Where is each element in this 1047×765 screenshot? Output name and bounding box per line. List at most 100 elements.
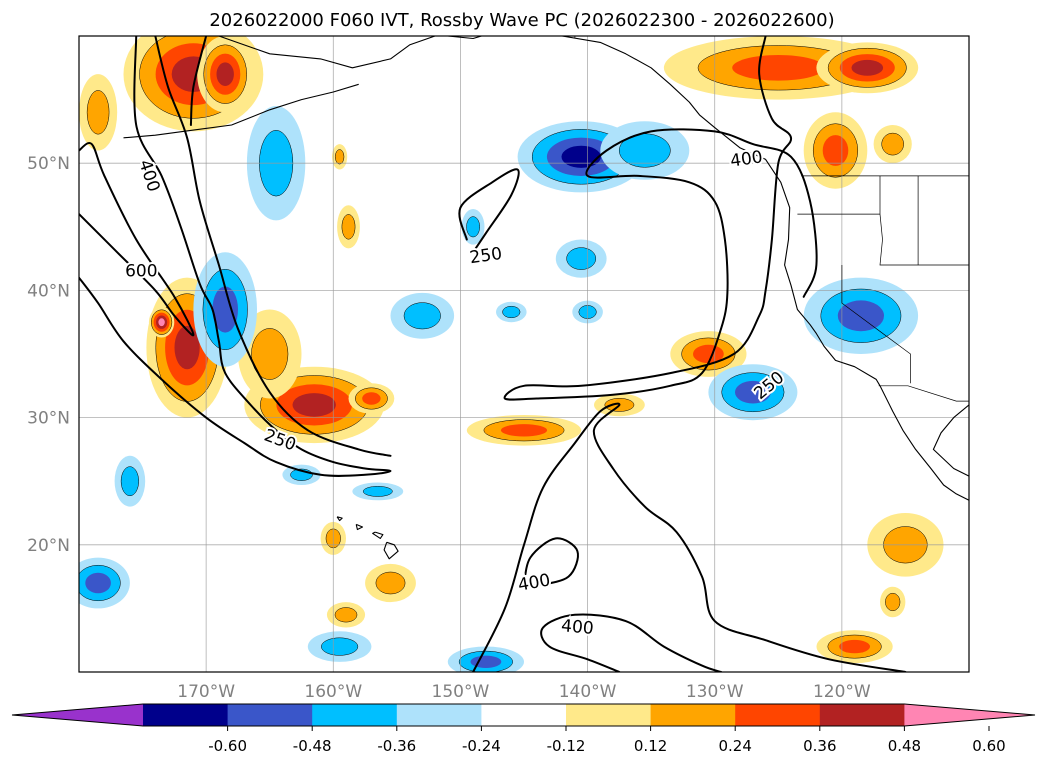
negative-anomaly-region (496, 301, 527, 323)
anomaly-level-4 (174, 325, 200, 370)
anomaly-level-3 (362, 392, 381, 405)
negative-anomaly-region (461, 209, 485, 245)
ivt-contour-line (503, 36, 818, 401)
coastline (372, 531, 384, 539)
negative-anomaly-region (352, 482, 404, 501)
colorbar-segment (735, 704, 821, 726)
colorbar-segment (566, 704, 652, 726)
colorbar-segment (312, 704, 398, 726)
ivt-contour-label: 400 (560, 616, 594, 639)
positive-anomaly-region (148, 306, 175, 338)
colorbar-tick-label: -0.60 (208, 737, 247, 755)
negative-anomaly-region (307, 631, 372, 662)
anomaly-level-2 (334, 149, 345, 165)
positive-anomaly-region (880, 586, 906, 618)
colorbar-segment (481, 704, 567, 726)
colorbar: -0.60 -0.48 -0.36 -0.24 -0.12 0.12 0.24 0.36 0.4… (11, 703, 1036, 755)
longitude-label: 140°W (559, 682, 617, 702)
anomaly-level-3 (85, 572, 111, 594)
latitude-label: 40°N (27, 281, 70, 301)
anomaly-level-2 (375, 571, 406, 595)
negative-anomaly-region (79, 557, 130, 609)
anomaly-level-2 (466, 216, 480, 238)
positive-anomaly-region (332, 144, 348, 170)
positive-anomaly-region (197, 36, 254, 113)
longitude-label: 130°W (686, 682, 744, 702)
latitude-label: 50°N (27, 154, 70, 174)
graticule (79, 36, 969, 672)
ivt-contour-line (79, 36, 392, 477)
ivt-anomaly-shading (79, 36, 944, 672)
negative-anomaly-region (708, 364, 798, 421)
anomaly-level-2 (502, 305, 521, 319)
ivt-contour-line (472, 402, 907, 672)
figure-title: 2026022000 F060 IVT, Rossby Wave PC (202… (209, 10, 834, 31)
coastline (355, 523, 364, 531)
anomaly-level-2 (566, 247, 597, 270)
anomaly-level-2 (251, 328, 289, 380)
anomaly-level-2 (321, 637, 359, 656)
colorbar-tick-label: -0.36 (377, 737, 416, 755)
anomaly-level-3 (735, 380, 771, 404)
colorbar-outline (11, 703, 1036, 727)
longitude-label: 160°W (304, 682, 362, 702)
positive-anomaly-region (873, 125, 912, 164)
anomaly-level-4 (292, 393, 336, 417)
coastline (383, 541, 399, 560)
anomaly-level-4 (216, 62, 234, 86)
latitude-label: 20°N (27, 536, 70, 556)
colorbar-segment (143, 704, 229, 726)
ivt-contour-line (79, 142, 195, 337)
ivt-contour-line (523, 537, 579, 588)
positive-anomaly-region (337, 205, 360, 249)
colorbar-extend-max (904, 704, 1035, 726)
colorbar-tick-label: -0.48 (293, 737, 332, 755)
coastline (123, 83, 359, 139)
anomaly-level-4 (851, 59, 884, 76)
coastline (932, 404, 969, 477)
anomaly-level-2 (120, 466, 139, 497)
negative-anomaly-region (447, 646, 524, 672)
negative-anomaly-region (600, 121, 690, 180)
anomaly-level-2 (341, 214, 356, 240)
ivt-contour-line (154, 36, 392, 457)
anomaly-level-2 (362, 486, 393, 497)
anomaly-level-3 (212, 286, 238, 333)
anomaly-level-3 (732, 55, 825, 81)
ivt-contour-label: 600 (125, 261, 157, 281)
political-border (841, 265, 911, 384)
ivt-contour-line (540, 613, 723, 672)
latitude-label: 30°N (27, 409, 70, 429)
negative-anomaly-region (390, 292, 455, 339)
colorbar-segment (819, 704, 905, 726)
positive-anomaly-region (348, 383, 395, 414)
anomaly-level-3 (470, 655, 502, 668)
anomaly-level-3 (837, 300, 885, 332)
negative-anomaly-region (555, 239, 607, 278)
colorbar-tick-label: 0.48 (888, 737, 921, 755)
colorbar-tick-label: 0.60 (972, 737, 1005, 755)
political-border (878, 385, 969, 402)
coastlines (123, 36, 969, 560)
positive-anomaly-region (816, 630, 893, 664)
colorbar-tick-label: -0.12 (547, 737, 586, 755)
latitude-labels: 50°N 40°N 30°N 20°N (27, 154, 70, 556)
positive-anomaly-region (365, 563, 416, 603)
anomaly-level-3 (500, 424, 548, 437)
longitude-labels: 170°W 160°W 150°W 140°W 130°W 120°W (177, 682, 871, 702)
colorbar-tick-label: 0.12 (634, 737, 667, 755)
ivt-contour-label: 400 (729, 147, 764, 171)
anomaly-level-3 (693, 344, 724, 364)
colorbar-tick-label: 0.36 (803, 737, 836, 755)
colorbar-segment (396, 704, 482, 726)
colorbar-segment (227, 704, 313, 726)
anomaly-level-2 (403, 302, 441, 330)
colorbar-tick-label: 0.24 (718, 737, 751, 755)
positive-anomaly-region (803, 112, 868, 189)
anomaly-level-2 (881, 132, 904, 156)
anomaly-level-3 (839, 639, 870, 654)
anomaly-level-2 (86, 90, 110, 135)
longitude-label: 150°W (432, 682, 490, 702)
